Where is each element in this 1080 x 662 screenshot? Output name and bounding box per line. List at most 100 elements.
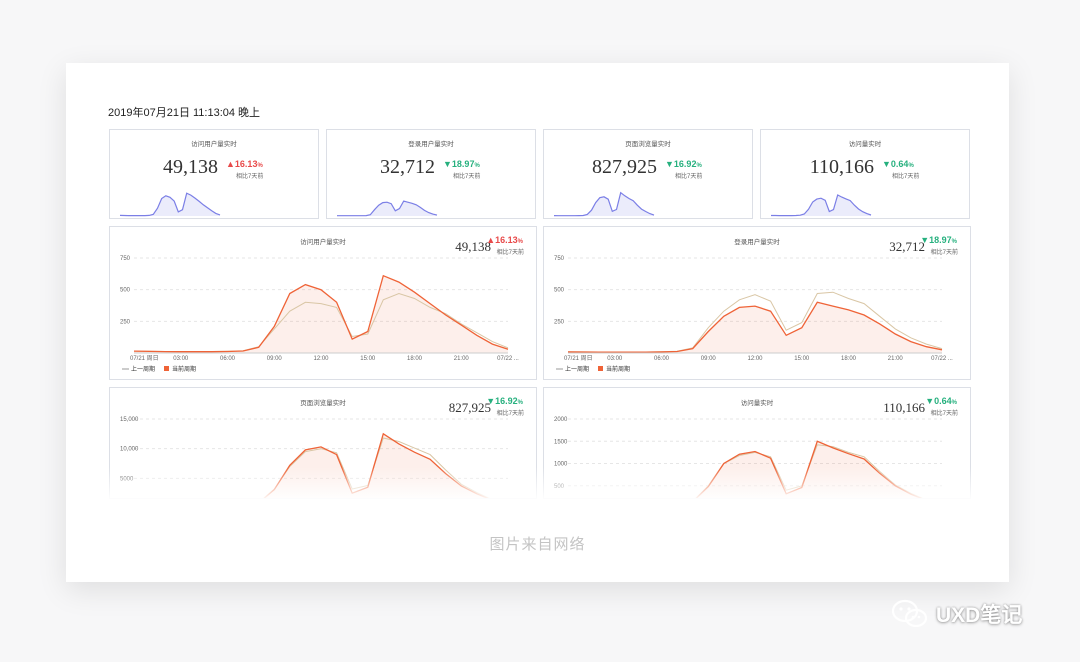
legend-swatch-current (598, 366, 603, 371)
kpi-value: 32,712 (380, 156, 435, 178)
kpi-compare: 相比7天前 (236, 174, 264, 180)
panel-change-unit: % (951, 239, 957, 245)
kpi-compare: 相比7天前 (892, 174, 920, 180)
panel-value: 49,138 (455, 239, 491, 254)
panel-change-unit: % (517, 400, 523, 406)
watermark-text: UXD笔记 (936, 604, 1023, 627)
kpi-card-visitors[interactable]: 访问用户量实时 49,138 ▲16.13% 相比7天前 (109, 129, 319, 219)
legend-swatch-current (164, 366, 169, 371)
panel-value: 32,712 (889, 239, 925, 254)
kpi-card-visits[interactable]: 访问量实时 110,166 ▼0.64% 相比7天前 (760, 129, 970, 219)
kpi-change-unit: % (696, 163, 702, 169)
kpi-value: 827,925 (592, 156, 657, 178)
y-tick-label: 15,000 (120, 417, 139, 423)
panel-compare: 相比7天前 (930, 250, 958, 256)
kpi-change-unit: % (908, 163, 914, 169)
panel-title: 访问用户量实时 (300, 239, 346, 246)
kpi-change-value: 16.92 (673, 159, 697, 169)
x-tick-label: 15:00 (360, 356, 376, 362)
kpi-card-logins[interactable]: 登录用户量实时 32,712 ▼18.97% 相比7天前 (326, 129, 536, 219)
y-tick-label: 750 (120, 256, 131, 262)
y-tick-label: 500 (120, 288, 131, 294)
panel-value: 110,166 (883, 400, 925, 415)
kpi-sparkline (337, 200, 438, 217)
series-line-current (133, 274, 509, 353)
x-tick-label: 07/22 ... (931, 356, 953, 362)
x-tick-label: 07/21 周日 (564, 355, 593, 362)
kpi-sparkline (771, 194, 872, 217)
panel-change-unit: % (951, 400, 957, 406)
watermark: UXD笔记 (890, 596, 1022, 632)
line-chart: 250 500 750 07/21 周日 03:00 06:00 09:00 12:00 15:… (120, 256, 519, 373)
panel-change-value: 18.97 (929, 235, 952, 245)
arrow-up-icon: ▲ (486, 235, 496, 245)
sparkline-area (337, 201, 437, 216)
x-tick-label: 18:00 (841, 356, 857, 362)
arrow-down-icon: ▼ (443, 159, 452, 169)
panel-title: 登录用户量实时 (734, 239, 780, 246)
kpi-change-value: 18.97 (451, 159, 475, 169)
sparkline-area (771, 195, 871, 216)
y-tick-label: 10,000 (120, 447, 139, 453)
chart-panel-visitors[interactable]: 访问用户量实时 49,138 ▲16.13% 相比7天前 250 500 750 07… (109, 226, 537, 380)
kpi-title: 登录用户量实时 (408, 141, 454, 148)
kpi-change-unit: % (257, 163, 263, 169)
panel-change: ▲16.13% (486, 235, 523, 245)
arrow-down-icon: ▼ (920, 235, 930, 245)
legend-label-previous: 上一周期 (565, 365, 589, 373)
x-tick-label: 03:00 (173, 356, 189, 362)
kpi-change: ▼16.92% (665, 159, 702, 169)
wechat-icon (891, 599, 928, 628)
x-tick-label: 06:00 (220, 356, 236, 362)
x-tick-label: 21:00 (888, 356, 904, 362)
sparkline-line (553, 191, 655, 217)
y-tick-label: 250 (120, 319, 131, 325)
panel-title: 访问量实时 (740, 400, 774, 407)
x-tick-label: 06:00 (654, 356, 670, 362)
panel-change: ▼18.97% (920, 235, 957, 245)
x-tick-label: 18:00 (407, 356, 423, 362)
kpi-change-value: 16.13 (234, 159, 258, 169)
kpi-compare: 相比7天前 (675, 174, 703, 180)
y-tick-label: 750 (554, 256, 565, 262)
series-area (134, 275, 508, 353)
series-line-current (567, 301, 943, 353)
kpi-sparkline (553, 191, 655, 217)
x-tick-label: 09:00 (267, 356, 283, 362)
x-tick-label: 12:00 (313, 356, 329, 362)
kpi-sparkline (119, 192, 221, 217)
panel-change: ▼0.64% (925, 396, 957, 406)
x-tick-label: 12:00 (747, 356, 763, 362)
panel-change-unit: % (517, 239, 523, 245)
arrow-down-icon: ▼ (665, 159, 674, 169)
panel-compare: 相比7天前 (930, 411, 958, 417)
panel-change-value: 16.13 (495, 235, 518, 245)
kpi-change-value: 0.64 (890, 159, 909, 169)
arrow-down-icon: ▼ (925, 396, 935, 406)
x-tick-label: 07/21 周日 (130, 355, 159, 362)
kpi-change: ▼18.97% (443, 159, 480, 169)
chart-panel-logins[interactable]: 登录用户量实时 32,712 ▼18.97% 相比7天前 250 500 750 07… (543, 226, 971, 380)
arrow-down-icon: ▼ (486, 396, 496, 406)
legend-label-current: 当前周期 (606, 365, 630, 373)
fade-overlay (66, 467, 1009, 501)
kpi-title: 页面浏览量实时 (625, 141, 671, 148)
dashboard-card: 2019年07月21日 11:13:04 晚上 访问用户量实时 49,138 ▲… (66, 63, 1009, 582)
kpi-card-pageviews[interactable]: 页面浏览量实时 827,925 ▼16.92% 相比7天前 (543, 129, 753, 219)
line-chart: 250 500 750 07/21 周日 03:00 06:00 09:00 12:00 15:… (554, 256, 953, 373)
y-tick-label: 1500 (554, 439, 568, 445)
panel-compare: 相比7天前 (496, 250, 524, 256)
sparkline-area (120, 193, 220, 216)
x-tick-label: 03:00 (607, 356, 623, 362)
panel-compare: 相比7天前 (496, 411, 524, 417)
y-tick-label: 500 (554, 288, 565, 294)
x-tick-label: 21:00 (454, 356, 470, 362)
arrow-down-icon: ▼ (882, 159, 891, 169)
arrow-up-icon: ▲ (226, 159, 235, 169)
x-tick-label: 07/22 ... (497, 356, 519, 362)
kpi-compare: 相比7天前 (453, 174, 481, 180)
panel-title: 页面浏览量实时 (300, 400, 346, 407)
sparkline-line (771, 194, 872, 217)
dashboard-datetime: 2019年07月21日 11:13:04 晚上 (108, 107, 261, 119)
series-area (568, 302, 942, 353)
